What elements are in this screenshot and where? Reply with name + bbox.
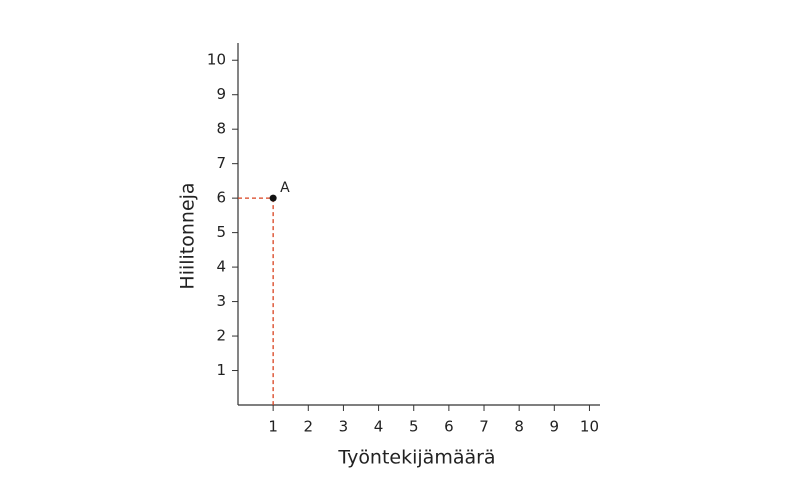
x-tick-label: 7 — [479, 418, 489, 436]
y-tick-label: 7 — [216, 154, 226, 172]
y-tick-label: 6 — [216, 189, 226, 207]
x-axis-title: Työntekijämäärä — [337, 447, 495, 469]
x-tick-label: 1 — [268, 418, 278, 436]
x-tick-label: 3 — [339, 418, 349, 436]
x-tick-label: 5 — [409, 418, 419, 436]
x-tick-label: 8 — [514, 418, 524, 436]
y-tick-label: 5 — [216, 223, 226, 241]
y-tick-label: 10 — [207, 51, 226, 69]
point-label: A — [280, 180, 290, 196]
y-tick-label: 8 — [216, 120, 226, 138]
x-tick-label: 6 — [444, 418, 454, 436]
y-tick-label: 4 — [216, 258, 226, 276]
y-tick-label: 1 — [216, 361, 226, 379]
point — [269, 194, 277, 202]
y-axis-title: Hiilitonneja — [177, 182, 199, 289]
x-tick-label: 9 — [550, 418, 560, 436]
x-tick-label: 4 — [374, 418, 384, 436]
y-tick-label: 9 — [216, 85, 226, 103]
y-tick-label: 2 — [216, 327, 226, 345]
y-tick-label: 3 — [216, 292, 226, 310]
x-tick-label: 10 — [580, 418, 599, 436]
x-tick-label: 2 — [304, 418, 314, 436]
